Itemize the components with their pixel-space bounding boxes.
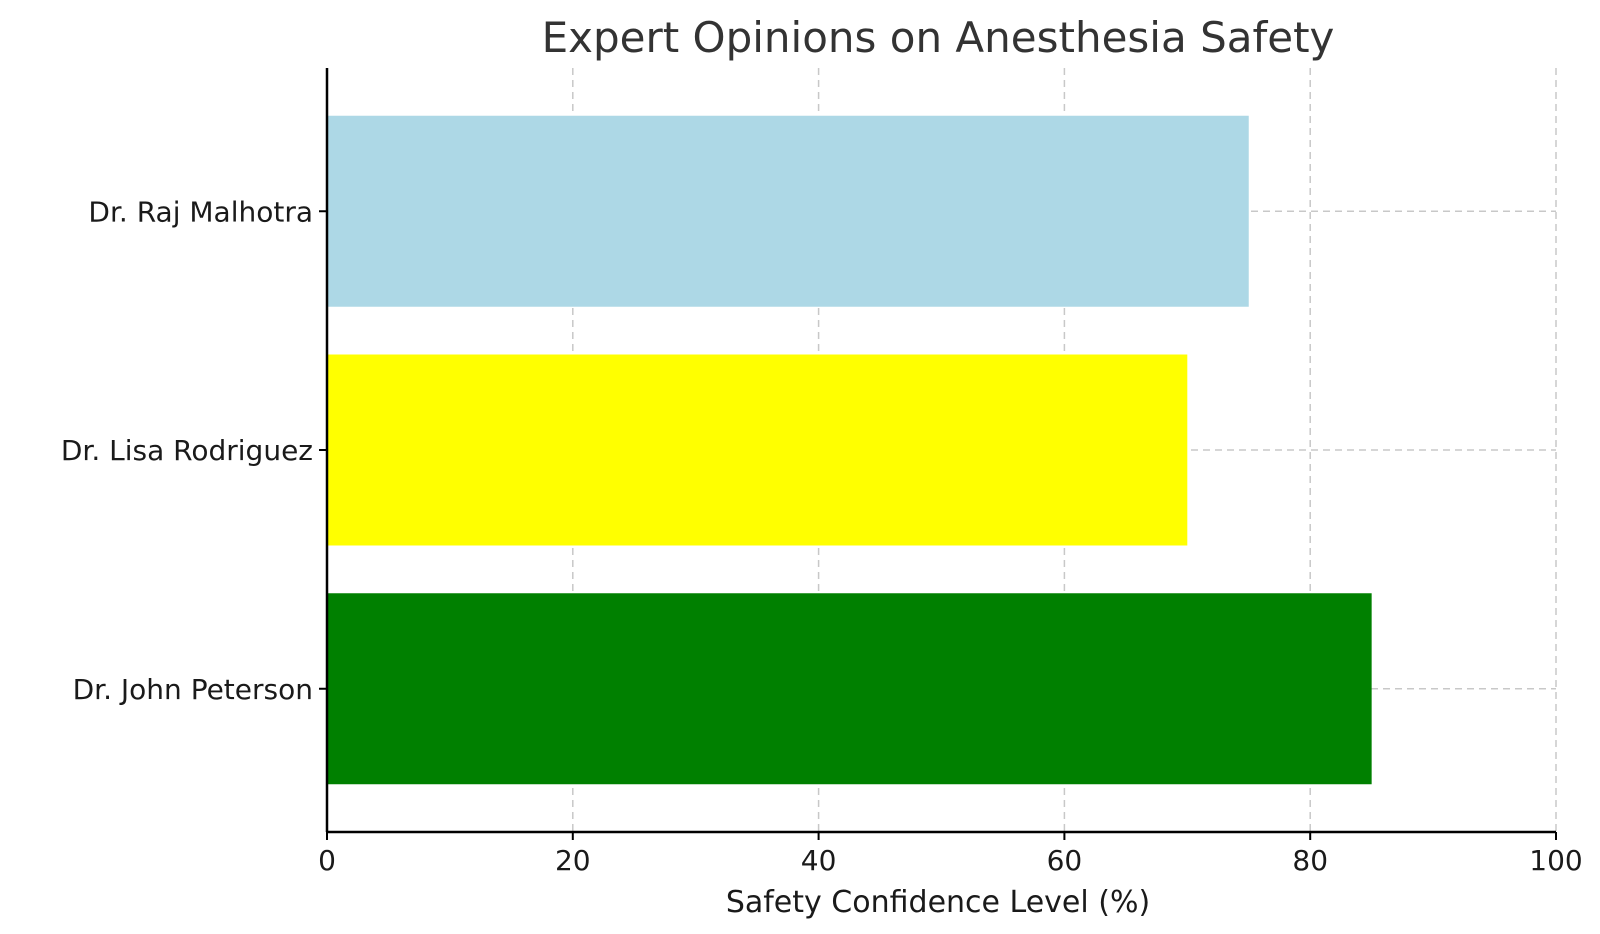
bar-dr-raj-malhotra xyxy=(327,115,1249,307)
y-tick-label: Dr. Raj Malhotra xyxy=(88,195,313,228)
chart-title: Expert Opinions on Anesthesia Safety xyxy=(542,13,1335,62)
bar-dr-john-peterson xyxy=(327,593,1372,785)
x-tick-label: 60 xyxy=(1047,844,1083,877)
bars xyxy=(327,115,1372,785)
x-axis-ticks: 0 20 40 60 80 100 xyxy=(318,832,1583,877)
y-tick-label: Dr. John Peterson xyxy=(73,673,313,706)
y-tick-label: Dr. Lisa Rodriguez xyxy=(61,434,313,467)
bar-dr-lisa-rodriguez xyxy=(327,354,1188,546)
x-tick-label: 100 xyxy=(1529,844,1582,877)
x-tick-label: 80 xyxy=(1292,844,1328,877)
x-tick-label: 0 xyxy=(318,844,336,877)
y-axis-ticks: Dr. John Peterson Dr. Lisa Rodriguez Dr. R… xyxy=(61,195,327,706)
x-tick-label: 20 xyxy=(555,844,591,877)
x-axis-label: Safety Confidence Level (%) xyxy=(726,885,1150,920)
x-tick-label: 40 xyxy=(801,844,837,877)
